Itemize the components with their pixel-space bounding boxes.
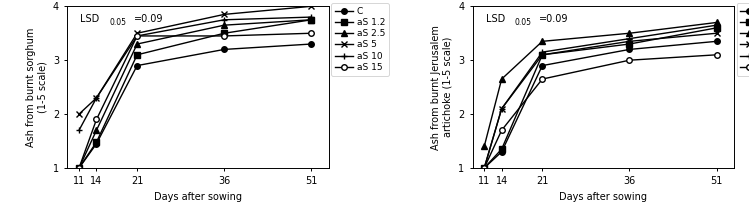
aS 1.2 (219, 32, 228, 34)
aT 10 (479, 167, 488, 169)
aT 15 (497, 129, 506, 131)
C (712, 40, 721, 43)
aS 1.2 (92, 141, 101, 143)
Line: aS 2.5: aS 2.5 (76, 17, 314, 171)
Line: aS 1.2: aS 1.2 (76, 17, 314, 171)
Line: C: C (76, 41, 314, 171)
Line: aT 2.5: aT 2.5 (482, 20, 719, 149)
C (625, 48, 634, 51)
aT 5 (538, 54, 547, 56)
aT 1.2 (712, 27, 721, 29)
Line: aS 10: aS 10 (76, 14, 315, 134)
Line: aT 1.2: aT 1.2 (482, 25, 719, 171)
aS 2.5 (133, 43, 142, 45)
aT 2.5 (712, 21, 721, 24)
aT 5 (479, 167, 488, 169)
aS 1.2 (133, 54, 142, 56)
aS 5 (219, 13, 228, 16)
Line: aT 10: aT 10 (481, 22, 720, 172)
aS 10 (92, 97, 101, 99)
Legend: C, aS 1.2, aS 2.5, aS 5, aS 10, aS 15: C, aS 1.2, aS 2.5, aS 5, aS 10, aS 15 (332, 3, 389, 76)
Text: LSD: LSD (80, 14, 100, 24)
aS 1.2 (75, 167, 84, 169)
aS 2.5 (307, 18, 316, 21)
aS 5 (92, 97, 101, 99)
aT 5 (497, 108, 506, 110)
aT 2.5 (497, 78, 506, 80)
Legend: C, aT 1.2, aT 2.5, aT 5, aT 10, aT 15: C, aT 1.2, aT 2.5, aT 5, aT 10, aT 15 (736, 3, 749, 76)
Text: 0.05: 0.05 (515, 18, 532, 28)
C (497, 151, 506, 153)
aT 1.2 (479, 167, 488, 169)
C (75, 167, 84, 169)
Line: aT 15: aT 15 (482, 52, 719, 171)
aS 15 (92, 118, 101, 121)
C (92, 142, 101, 145)
aT 10 (712, 24, 721, 26)
aT 10 (625, 37, 634, 40)
Y-axis label: Ash from burnt sorghum
(1-5 scale): Ash from burnt sorghum (1-5 scale) (25, 28, 47, 147)
aS 15 (307, 32, 316, 34)
aT 2.5 (538, 40, 547, 43)
C (133, 64, 142, 67)
aT 1.2 (497, 148, 506, 150)
Line: aT 5: aT 5 (481, 30, 720, 172)
aT 15 (538, 78, 547, 80)
aS 2.5 (75, 167, 84, 169)
aT 10 (497, 108, 506, 110)
C (307, 43, 316, 45)
aT 1.2 (625, 43, 634, 45)
X-axis label: Days after sowing: Days after sowing (560, 192, 647, 202)
aS 10 (219, 18, 228, 21)
aS 15 (133, 35, 142, 37)
Text: LSD: LSD (485, 14, 505, 24)
aS 5 (307, 5, 316, 8)
aS 2.5 (219, 24, 228, 26)
C (219, 48, 228, 51)
aS 15 (219, 35, 228, 37)
aT 5 (625, 40, 634, 43)
aS 2.5 (92, 129, 101, 131)
aS 5 (75, 113, 84, 115)
C (538, 64, 547, 67)
aS 10 (133, 35, 142, 37)
aT 15 (625, 59, 634, 62)
aS 5 (133, 32, 142, 34)
Line: aS 15: aS 15 (76, 30, 314, 171)
Text: =0.09: =0.09 (134, 14, 163, 24)
aS 10 (307, 16, 316, 18)
aS 1.2 (307, 18, 316, 21)
X-axis label: Days after sowing: Days after sowing (154, 192, 242, 202)
aT 10 (538, 51, 547, 53)
aT 2.5 (479, 145, 488, 148)
aS 15 (75, 167, 84, 169)
aS 10 (75, 129, 84, 131)
aT 2.5 (625, 32, 634, 34)
aT 5 (712, 32, 721, 34)
aT 15 (712, 54, 721, 56)
Text: 0.05: 0.05 (109, 18, 127, 28)
Text: =0.09: =0.09 (539, 14, 568, 24)
aT 15 (479, 167, 488, 169)
aT 1.2 (538, 54, 547, 56)
Y-axis label: Ash from burnt Jerusalem
artichoke (1-5 scale): Ash from burnt Jerusalem artichoke (1-5 … (431, 25, 452, 150)
C (479, 167, 488, 169)
Line: C: C (482, 39, 719, 171)
Line: aS 5: aS 5 (76, 3, 315, 118)
